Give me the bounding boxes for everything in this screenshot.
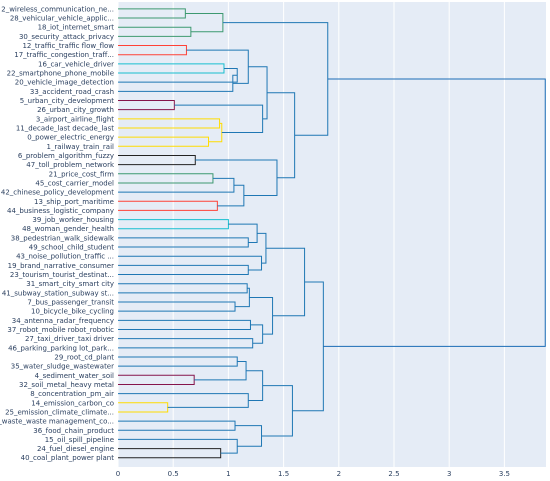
x-tick-label: 1.5 [278, 470, 289, 478]
leaf-label: 29_root_cd_plant [54, 353, 114, 361]
leaf-label: 30_security_attack_privacy [19, 33, 114, 41]
x-tick-label: 1 [226, 470, 230, 478]
leaf-label: 15_oil_spill_pipeline [45, 436, 114, 444]
leaf-label: 5_urban_city_development [20, 97, 115, 105]
x-tick-label: 0 [116, 470, 120, 478]
leaf-label: 2_wireless_communication_ne... [1, 5, 114, 13]
leaf-label: 28_vehicular_vehicle_applic... [10, 15, 114, 23]
plot-background [118, 2, 546, 467]
x-tick-label: 3.5 [499, 470, 510, 478]
dendrogram-link [323, 78, 546, 347]
leaf-label: 33_accident_road_crash [30, 88, 114, 96]
leaf-label: 40_coal_plant_power plant [21, 454, 115, 462]
leaf-label: 13_ship_port_maritime [34, 198, 114, 206]
leaf-label: 6_problem_algorithm_fuzzy [18, 152, 114, 160]
leaf-label: 14_emission_carbon_co [31, 399, 114, 407]
leaf-label: 41_subway_station_subway st... [2, 289, 114, 297]
leaf-label: 8_concentration_pm_air [30, 390, 114, 398]
leaf-label: 4_sediment_water_soil [35, 372, 114, 380]
leaf-label: 38_pedestrian_walk_sidewalk [11, 234, 115, 242]
leaf-label: 12_traffic_traffic flow_flow [22, 42, 114, 50]
x-tick-label: 0.5 [168, 470, 179, 478]
leaf-label: 32_soil_metal_heavy metal [19, 381, 114, 389]
leaf-label: 19_brand_narrative_consumer [8, 262, 114, 270]
leaf-label: 24_fuel_diesel_engine [37, 445, 114, 453]
leaf-label: 47_toll_problem_network [26, 161, 115, 169]
x-axis-ticks: 0 0.5 1 1.5 2 2.5 3 3.5 [116, 470, 510, 478]
leaf-label: 10_bicycle_bike_cycling [31, 308, 114, 316]
leaf-label: 17_traffic_congestion_traff... [14, 51, 114, 59]
gridlines [117, 2, 505, 467]
x-tick-label: 2 [337, 470, 341, 478]
leaf-label: 49_school_child_student [29, 244, 114, 252]
leaf-label: 46_parking_parking lot_park... [8, 344, 114, 352]
leaf-labels: 2_wireless_communication_ne... 28_vehicul… [0, 5, 115, 462]
leaf-label: 18_iot_internet_smart [38, 24, 115, 32]
leaf-label: 31_smart_city_smart city [26, 280, 114, 288]
leaf-label: 9_waste_waste management_co... [0, 418, 114, 426]
x-tick-label: 2.5 [388, 470, 399, 478]
leaf-label: 27_taxi_driver_taxi driver [25, 335, 114, 343]
x-tick-label: 3 [447, 470, 451, 478]
leaf-label: 35_water_sludge_wastewater [11, 363, 114, 371]
leaf-label: 21_price_cost_firm [49, 170, 115, 178]
leaf-label: 26_urban_city_growth [37, 106, 114, 114]
leaf-label: 0_power_electric_energy [27, 134, 114, 142]
leaf-label: 16_car_vehicle_driver [38, 60, 114, 68]
leaf-label: 23_tourism_tourist_destinat... [10, 271, 114, 279]
leaf-label: 20_vehicle_image_detection [15, 79, 114, 87]
leaf-label: 39_job_worker_housing [32, 216, 114, 224]
leaf-label: 48_woman_gender_health [22, 225, 114, 233]
leaf-label: 42_chinese_policy_development [1, 189, 114, 197]
leaf-label: 45_cost_carrier_model [35, 179, 114, 187]
leaf-label: 36_food_chain_product [33, 427, 114, 435]
leaf-label: 37_robot_mobile robot_robotic [7, 326, 114, 334]
leaf-label: 43_noise_pollution_traffic ... [16, 253, 114, 261]
leaf-label: 7_bus_passenger_transit [27, 299, 114, 307]
leaf-label: 1_railway_train_rail [46, 143, 114, 151]
leaf-label: 11_decade_last decade_last [16, 124, 114, 132]
leaf-label: 3_airport_airline_flight [36, 115, 114, 123]
leaf-label: 34_antenna_radar_frequency [12, 317, 114, 325]
leaf-label: 22_smartphone_phone_mobile [7, 70, 114, 78]
leaf-label: 25_emission_climate_climate... [5, 408, 114, 416]
dendrogram-links [118, 8, 546, 459]
leaf-label: 44_business_logistic_company [7, 207, 114, 215]
